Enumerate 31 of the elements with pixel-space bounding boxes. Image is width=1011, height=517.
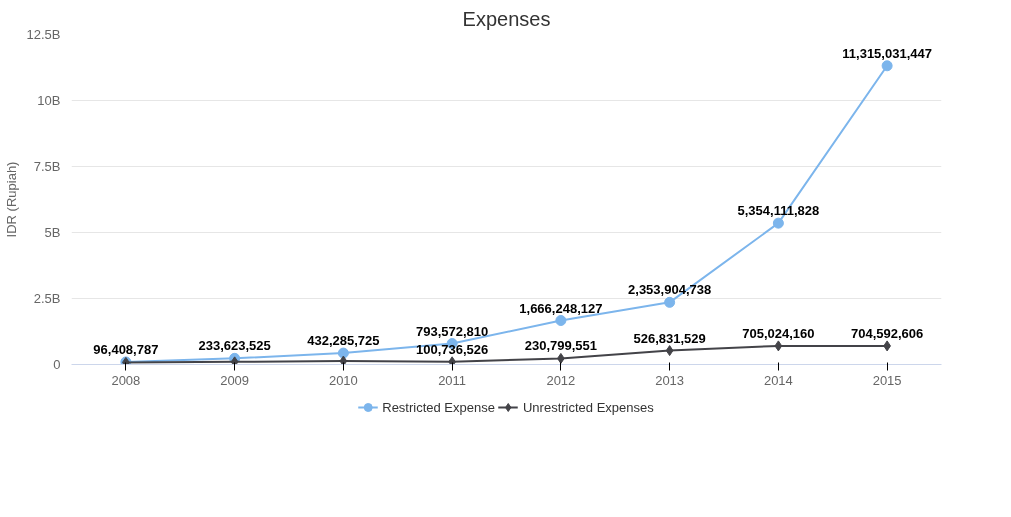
y-tick-label: 5B xyxy=(44,225,61,240)
x-tick-label: 2013 xyxy=(655,372,685,388)
y-tick-label: 0 xyxy=(53,357,61,372)
legend-label: Unrestricted Expenses xyxy=(522,399,654,415)
x-tick-label: 2012 xyxy=(546,372,576,388)
y-tick-label: 12.5B xyxy=(26,27,61,42)
data-label: 5,354,111,828 xyxy=(737,203,820,219)
data-label: 96,408,787 xyxy=(93,341,159,357)
x-tick-label: 2008 xyxy=(111,372,141,388)
y-tick-label: 2.5B xyxy=(33,291,61,306)
data-label: 432,285,725 xyxy=(307,333,380,349)
y-tick-label: 7.5B xyxy=(33,159,61,174)
data-label: 2,353,904,738 xyxy=(628,282,712,298)
legend-label: Restricted Expense xyxy=(382,399,495,415)
x-tick-label: 2009 xyxy=(220,372,250,388)
x-tick-label: 2010 xyxy=(328,372,358,388)
x-tick-label: 2011 xyxy=(438,372,467,388)
data-label: 11,315,031,447 xyxy=(842,45,932,61)
data-label: 100,736,526 xyxy=(415,341,489,357)
y-axis-title: IDR (Rupiah) xyxy=(3,161,19,238)
data-label: 705,024,160 xyxy=(742,325,815,341)
data-label: 230,799,551 xyxy=(524,338,598,354)
x-tick-label: 2015 xyxy=(872,372,902,388)
data-label: 526,831,529 xyxy=(633,330,706,346)
chart-title: Expenses xyxy=(462,7,551,30)
x-tick-label: 2014 xyxy=(763,372,793,388)
data-label: 704,592,606 xyxy=(850,325,924,341)
data-label: 233,623,525 xyxy=(198,338,271,354)
data-label: 793,572,810 xyxy=(415,323,489,339)
data-label: 1,666,248,127 xyxy=(519,300,603,316)
y-tick-label: 10B xyxy=(37,93,61,108)
